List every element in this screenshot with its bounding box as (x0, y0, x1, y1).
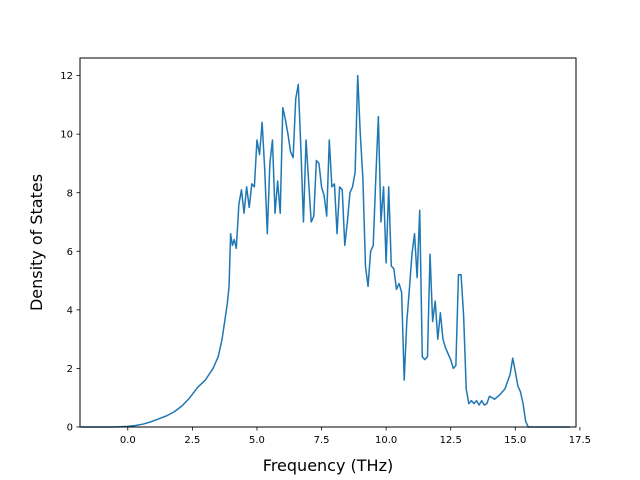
series-line-0 (80, 74, 571, 428)
x-tick-label: 10.0 (375, 435, 397, 446)
x-axis-label: Frequency (THz) (263, 456, 393, 475)
y-axis-ticks: 0 2 4 6 8 10 12 (60, 71, 80, 434)
x-tick-label: 17.5 (569, 435, 591, 446)
y-tick-label: 12 (60, 71, 73, 82)
x-tick-label: 12.5 (440, 435, 462, 446)
x-axis-ticks: 0.0 2.5 5.0 7.5 10.0 12.5 15.0 17.5 (120, 427, 591, 446)
x-tick-label: 5.0 (249, 435, 265, 446)
y-tick-label: 6 (67, 247, 73, 258)
y-tick-label: 2 (67, 364, 73, 375)
x-tick-label: 7.5 (314, 435, 330, 446)
plot-area-frame (79, 57, 577, 428)
x-tick-label: 2.5 (184, 435, 200, 446)
y-axis-label: Density of States (27, 174, 46, 311)
x-tick-label: 0.0 (120, 435, 136, 446)
series-layer (80, 74, 571, 428)
y-tick-label: 8 (67, 188, 73, 199)
y-tick-label: 0 (67, 423, 73, 434)
y-tick-label: 4 (67, 305, 73, 316)
x-tick-label: 15.0 (504, 435, 526, 446)
y-tick-label: 10 (60, 130, 73, 141)
